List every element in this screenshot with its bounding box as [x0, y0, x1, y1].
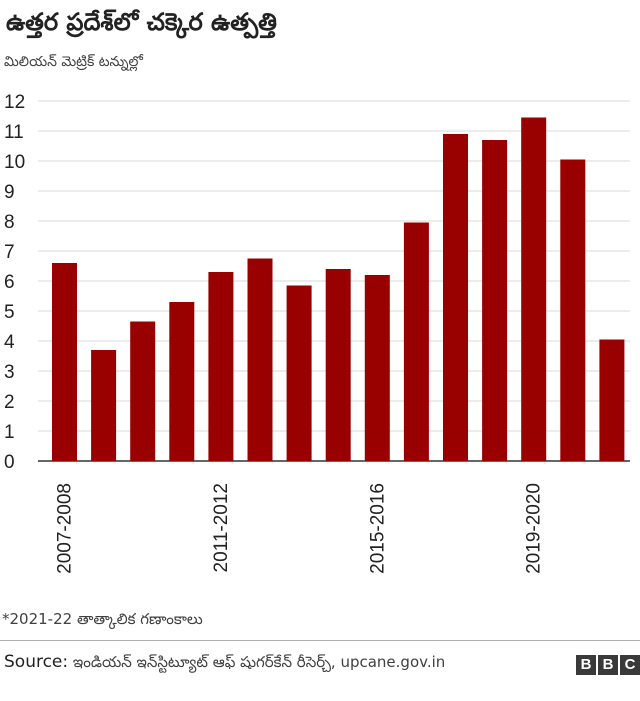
bar-2007-2008 [52, 263, 77, 461]
bbc-logo: B B C [576, 655, 640, 675]
x-tick-label: 2007-2008 [55, 483, 76, 574]
bar-2017-2018 [443, 134, 468, 461]
source-text: ఇండియన్ ఇన్‌స్టిట్యూట్ ఆఫ్ షుగర్‌కేన్ రీ… [72, 653, 446, 671]
bbc-logo-letter: B [598, 655, 618, 675]
y-tick-label: 8 [4, 212, 15, 233]
bar-2008-2009 [91, 350, 117, 461]
bar-2021-2022 [599, 339, 625, 461]
y-tick-label: 10 [4, 152, 25, 173]
y-tick-label: 5 [4, 302, 15, 323]
bars [52, 117, 625, 461]
x-tick-label: 2015-2016 [367, 483, 388, 574]
source-line: Source: ఇండియన్ ఇన్‌స్టిట్యూట్ ఆఫ్ షుగర్… [4, 652, 445, 675]
source-label: Source: [4, 652, 69, 672]
footer-divider [0, 640, 640, 641]
bbc-logo-letter: B [576, 655, 596, 675]
y-tick-label: 2 [4, 392, 15, 413]
bar-2011-2012 [208, 272, 234, 461]
y-tick-label: 6 [4, 272, 15, 293]
bar-2016-2017 [403, 222, 429, 461]
y-tick-label: 12 [4, 92, 25, 113]
y-tick-label: 1 [4, 422, 15, 443]
chart-title: ఉత్తర ప్రదేశ్‌లో చక్కెర ఉత్పత్తి [6, 8, 277, 36]
bar-2010-2011 [169, 302, 195, 461]
chart-subtitle: మిలియన్ మెట్రిక్ టన్నుల్లో [4, 54, 143, 70]
bar-2013-2014 [286, 285, 312, 461]
x-axis-tick-labels: 2007-2008 2011-2012 2015-2016 2019-2020 [55, 483, 545, 574]
footnote: *2021-22 తాత్కాలిక గణాంకాలు [2, 610, 203, 628]
bbc-logo-letter: C [620, 655, 640, 675]
bar-2019-2020 [521, 117, 547, 461]
bar-2012-2013 [247, 258, 273, 461]
bar-2020-2021 [560, 159, 586, 461]
x-tick-label: 2011-2012 [211, 483, 232, 572]
x-tick-label: 2019-2020 [524, 483, 545, 574]
y-tick-label: 3 [4, 362, 15, 383]
bar-2009-2010 [130, 321, 156, 461]
bar-2018-2019 [482, 140, 508, 461]
y-tick-label: 4 [4, 332, 15, 353]
y-tick-label: 11 [4, 122, 24, 143]
y-tick-label: 7 [4, 242, 15, 263]
y-tick-label: 9 [4, 182, 15, 203]
y-tick-label: 0 [4, 452, 15, 473]
bar-2015-2016 [364, 275, 390, 461]
bar-2014-2015 [325, 269, 351, 461]
